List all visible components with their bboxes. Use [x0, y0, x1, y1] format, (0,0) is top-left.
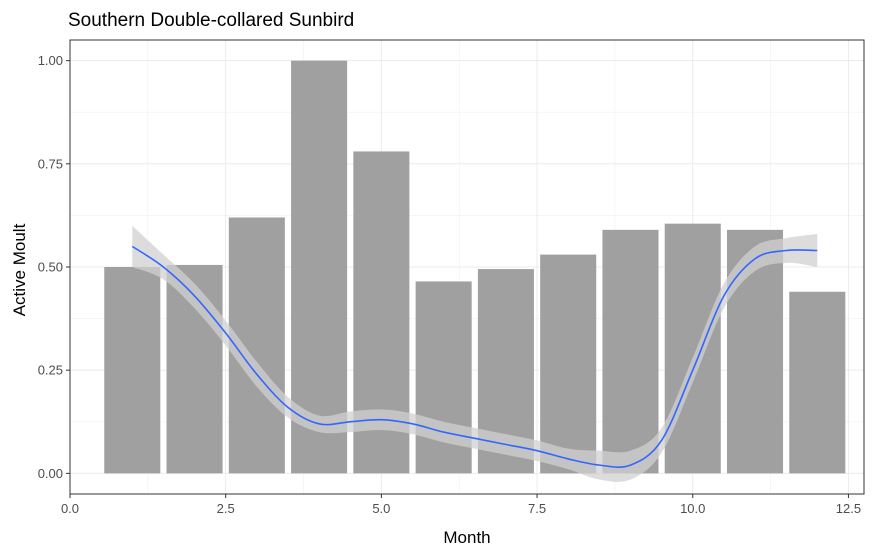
x-tick-label: 2.5 — [217, 501, 235, 516]
bar — [789, 291, 846, 474]
bar — [664, 223, 721, 474]
x-tick-label: 5.0 — [372, 501, 390, 516]
y-axis: 0.00 0.25 0.50 0.75 1.00 — [38, 53, 70, 481]
bar — [540, 254, 597, 474]
x-tick-label: 7.5 — [528, 501, 546, 516]
y-tick-label: 1.00 — [38, 53, 63, 68]
y-tick-label: 0.00 — [38, 466, 63, 481]
y-tick-label: 0.75 — [38, 156, 63, 171]
chart-title: Southern Double-collared Sunbird — [68, 10, 354, 31]
x-tick-label: 10.0 — [680, 501, 705, 516]
bar — [291, 60, 348, 474]
x-axis-label: Month — [443, 528, 490, 547]
x-axis: 0.0 2.5 5.0 7.5 10.0 12.5 — [61, 494, 861, 516]
y-tick-label: 0.25 — [38, 363, 63, 378]
y-axis-label: Active Moult — [10, 223, 29, 316]
smooth-layer — [131, 225, 818, 482]
bar — [602, 229, 659, 474]
x-tick-label: 12.5 — [836, 501, 861, 516]
y-tick-label: 0.50 — [38, 260, 63, 275]
x-tick-label: 0.0 — [61, 501, 79, 516]
smooth-line — [131, 245, 818, 468]
bar — [104, 267, 161, 474]
